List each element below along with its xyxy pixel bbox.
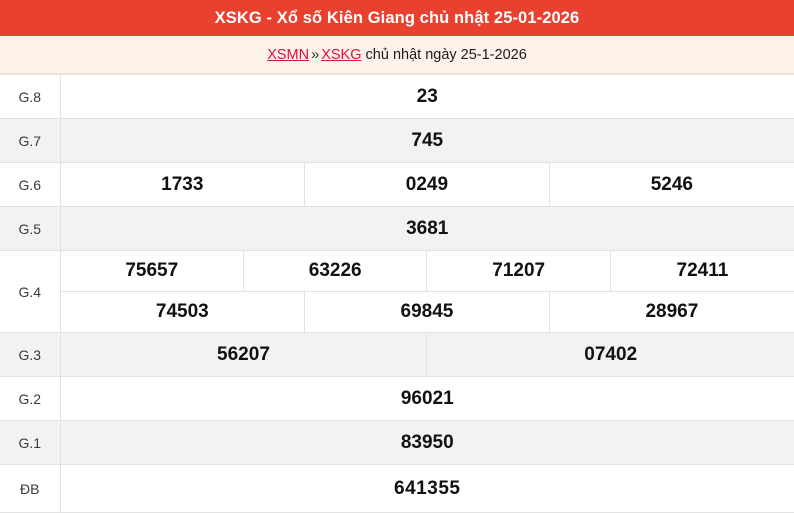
prize-label-g6: G.6	[0, 162, 61, 207]
prize-value-g4-3: 71207	[426, 250, 611, 292]
table-row: G.6 1733 0249 5246	[0, 162, 794, 207]
prize-label-g8: G.8	[0, 74, 61, 119]
prize-label-g4: G.4	[0, 250, 61, 333]
breadcrumb-separator: »	[311, 46, 320, 63]
prize-value-g5: 3681	[59, 206, 794, 251]
prize-value-db: 641355	[59, 464, 794, 513]
prize-label-g1: G.1	[0, 420, 61, 465]
prize-value-g6-2: 0249	[304, 162, 550, 207]
prize-label-g5: G.5	[0, 206, 61, 251]
table-row: G.8 23	[0, 74, 794, 119]
prize-value-g4-2: 63226	[242, 250, 428, 292]
prize-value-g6-3: 5246	[548, 162, 794, 207]
table-row: G.4 75657 63226 71207 72411	[0, 250, 794, 333]
breadcrumb-bar: XSMN» XSKG chủ nhật ngày 25-1-2026	[0, 36, 794, 74]
lottery-results-table: G.8 23 G.7 745 G.6 1733 0249 5246 G.5 36…	[0, 74, 794, 513]
prize-label-g3: G.3	[0, 332, 61, 377]
breadcrumb-date-text: chủ nhật ngày 25-1-2026	[365, 46, 527, 63]
prize-value-g3-1: 56207	[59, 332, 428, 377]
prize-value-g4-6: 69845	[304, 291, 550, 333]
table-row: G.1 83950	[0, 420, 794, 465]
prize-value-g6-1: 1733	[59, 162, 306, 207]
prize-value-g7: 745	[59, 118, 794, 163]
prize-value-g4-1: 75657	[59, 250, 244, 292]
table-row: G.7 745	[0, 118, 794, 163]
table-row: G.3 56207 07402	[0, 332, 794, 377]
page-title: XSKG - Xổ số Kiên Giang chủ nhật 25-01-2…	[214, 8, 580, 27]
page-header: XSKG - Xổ số Kiên Giang chủ nhật 25-01-2…	[0, 0, 794, 36]
prize-label-g2: G.2	[0, 376, 61, 421]
breadcrumb-link-xskg[interactable]: XSKG	[321, 46, 362, 63]
prize-value-g2: 96021	[59, 376, 794, 421]
prize-value-g3-2: 07402	[426, 332, 794, 377]
prize-value-g1: 83950	[59, 420, 794, 465]
prize-value-g4-4: 72411	[609, 250, 794, 292]
table-row: ĐB 641355	[0, 464, 794, 513]
prize-value-g4-5: 74503	[59, 291, 306, 333]
prize-label-db: ĐB	[0, 464, 61, 513]
table-row: G.5 3681	[0, 206, 794, 251]
table-row: 74503 69845 28967	[0, 291, 794, 333]
breadcrumb: XSMN» XSKG chủ nhật ngày 25-1-2026	[267, 47, 527, 63]
table-row: G.2 96021	[0, 376, 794, 421]
prize-value-g4-7: 28967	[548, 291, 794, 333]
prize-value-g8: 23	[59, 74, 794, 119]
breadcrumb-link-xsmn[interactable]: XSMN	[267, 46, 310, 63]
prize-label-g7: G.7	[0, 118, 61, 163]
